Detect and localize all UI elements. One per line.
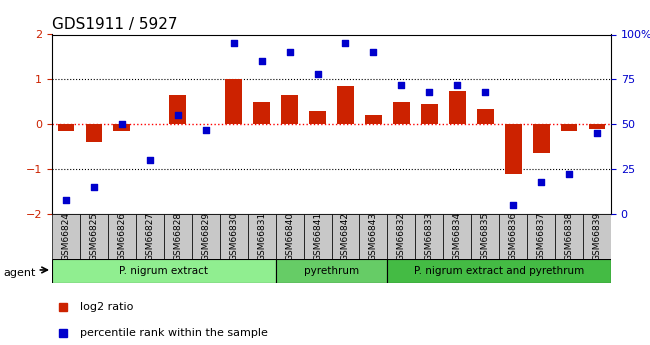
FancyBboxPatch shape: [192, 214, 220, 259]
Text: GSM66839: GSM66839: [593, 212, 601, 261]
Text: GSM66832: GSM66832: [397, 212, 406, 261]
Bar: [505, 124, 521, 174]
FancyBboxPatch shape: [52, 214, 80, 259]
Text: GSM66838: GSM66838: [565, 212, 573, 261]
Point: [480, 89, 491, 95]
Text: GSM66836: GSM66836: [509, 212, 517, 261]
Point: [564, 172, 575, 177]
Text: GSM66824: GSM66824: [62, 212, 70, 261]
FancyBboxPatch shape: [248, 214, 276, 259]
Text: log2 ratio: log2 ratio: [80, 302, 133, 312]
Text: GSM66843: GSM66843: [369, 212, 378, 261]
FancyBboxPatch shape: [359, 214, 387, 259]
Point: [144, 157, 155, 163]
Text: GSM66829: GSM66829: [202, 212, 210, 261]
Text: GSM66830: GSM66830: [229, 212, 238, 261]
FancyBboxPatch shape: [108, 214, 136, 259]
Bar: [477, 108, 493, 124]
Bar: [58, 124, 74, 131]
Text: GSM66825: GSM66825: [90, 212, 98, 261]
FancyBboxPatch shape: [332, 214, 359, 259]
Text: agent: agent: [3, 268, 36, 277]
FancyBboxPatch shape: [276, 214, 304, 259]
FancyBboxPatch shape: [443, 214, 471, 259]
Text: GSM66835: GSM66835: [481, 212, 489, 261]
Bar: [170, 95, 186, 124]
Text: GSM66827: GSM66827: [146, 212, 154, 261]
Bar: [226, 79, 242, 124]
FancyBboxPatch shape: [220, 214, 248, 259]
Text: P. nigrum extract: P. nigrum extract: [120, 266, 208, 276]
Text: GSM66833: GSM66833: [425, 212, 434, 261]
Bar: [309, 111, 326, 124]
Text: P. nigrum extract and pyrethrum: P. nigrum extract and pyrethrum: [414, 266, 584, 276]
Text: GSM66837: GSM66837: [537, 212, 545, 261]
Bar: [365, 115, 382, 124]
Point: [285, 50, 295, 55]
Text: pyrethrum: pyrethrum: [304, 266, 359, 276]
FancyBboxPatch shape: [415, 214, 443, 259]
Point: [396, 82, 407, 88]
Point: [536, 179, 546, 184]
Point: [452, 82, 463, 88]
Text: GSM66831: GSM66831: [257, 212, 266, 261]
Text: GSM66841: GSM66841: [313, 212, 322, 261]
Text: GSM66840: GSM66840: [285, 212, 294, 261]
FancyBboxPatch shape: [471, 214, 499, 259]
FancyBboxPatch shape: [52, 259, 276, 283]
Point: [117, 121, 127, 127]
Point: [312, 71, 322, 77]
Point: [173, 112, 183, 118]
Point: [424, 89, 435, 95]
FancyBboxPatch shape: [387, 214, 415, 259]
FancyBboxPatch shape: [527, 214, 555, 259]
Bar: [449, 90, 465, 124]
Bar: [254, 102, 270, 124]
Point: [341, 41, 351, 46]
FancyBboxPatch shape: [555, 214, 583, 259]
Text: GSM66842: GSM66842: [341, 212, 350, 261]
Text: percentile rank within the sample: percentile rank within the sample: [80, 328, 268, 338]
Point: [229, 41, 239, 46]
Bar: [281, 95, 298, 124]
Point: [592, 130, 603, 136]
Bar: [86, 124, 102, 142]
Bar: [114, 124, 130, 131]
Point: [256, 59, 267, 64]
FancyBboxPatch shape: [164, 214, 192, 259]
FancyBboxPatch shape: [304, 214, 332, 259]
Bar: [393, 102, 410, 124]
Bar: [533, 124, 549, 153]
Point: [61, 197, 71, 202]
Text: GDS1911 / 5927: GDS1911 / 5927: [52, 17, 177, 32]
FancyBboxPatch shape: [276, 259, 387, 283]
Text: GSM66834: GSM66834: [453, 212, 461, 261]
Bar: [337, 86, 354, 124]
FancyBboxPatch shape: [583, 214, 611, 259]
Point: [200, 127, 211, 132]
Bar: [421, 104, 437, 124]
Point: [88, 184, 99, 190]
FancyBboxPatch shape: [136, 214, 164, 259]
Bar: [589, 124, 605, 129]
Point: [369, 50, 379, 55]
FancyBboxPatch shape: [80, 214, 108, 259]
Text: GSM66826: GSM66826: [118, 212, 126, 261]
Bar: [561, 124, 577, 131]
FancyBboxPatch shape: [499, 214, 527, 259]
FancyBboxPatch shape: [387, 259, 611, 283]
Text: GSM66828: GSM66828: [174, 212, 182, 261]
Point: [508, 202, 519, 208]
